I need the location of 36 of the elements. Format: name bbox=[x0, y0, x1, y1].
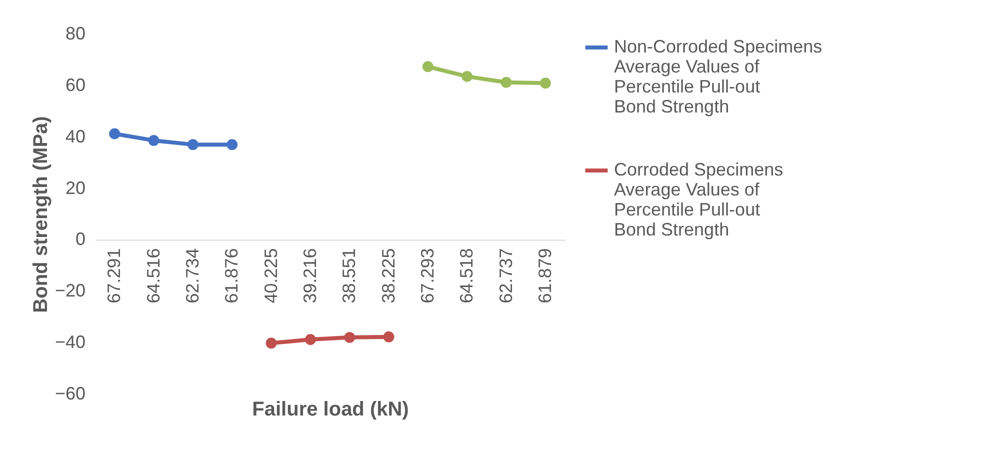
x-tick-label: 61.876 bbox=[222, 248, 242, 304]
point bbox=[344, 332, 356, 343]
y-tick-label: −40 bbox=[54, 332, 86, 352]
x-tick-label: 64.516 bbox=[143, 248, 164, 304]
point bbox=[500, 76, 512, 88]
legend-label: Corroded Specimens Average Values of Percentile Pull-out Bond Strength bbox=[614, 160, 784, 240]
point bbox=[422, 61, 434, 72]
x-tick-label: 40.225 bbox=[260, 248, 281, 304]
x-tick-label: 38.551 bbox=[339, 248, 360, 304]
x-tick-label: 61.879 bbox=[534, 248, 555, 304]
legend-label: Non-Corroded Specimens Average Values of Percentile Pull-out Bond Strength bbox=[614, 36, 822, 116]
y-tick-label: 20 bbox=[65, 178, 86, 198]
x-tick-label: 38.225 bbox=[378, 248, 398, 304]
y-axis-title: Bond strength (MPa) bbox=[30, 116, 52, 313]
x-axis-title: Failure load (kN) bbox=[252, 398, 409, 420]
point bbox=[383, 331, 394, 342]
y-tick-label: −20 bbox=[54, 280, 86, 301]
y-tick-label: 0 bbox=[75, 229, 86, 250]
point bbox=[226, 139, 238, 150]
point bbox=[304, 334, 316, 345]
point bbox=[266, 338, 277, 349]
point bbox=[540, 78, 551, 89]
point bbox=[187, 139, 198, 150]
point bbox=[109, 128, 120, 140]
x-tick-label: 62.737 bbox=[496, 248, 516, 304]
y-tick-label: 40 bbox=[65, 126, 86, 146]
y-tick-label: 60 bbox=[65, 74, 86, 95]
x-tick-label: 64.518 bbox=[456, 248, 477, 304]
x-tick-label: 67.293 bbox=[417, 248, 438, 304]
x-tick-label: 67.291 bbox=[104, 248, 124, 304]
y-tick-label: −60 bbox=[54, 384, 86, 404]
point bbox=[462, 70, 473, 82]
x-tick-label: 62.734 bbox=[182, 248, 202, 304]
x-tick-label: 39.216 bbox=[300, 248, 320, 304]
point bbox=[148, 134, 160, 146]
y-tick-label: 80 bbox=[65, 24, 86, 44]
